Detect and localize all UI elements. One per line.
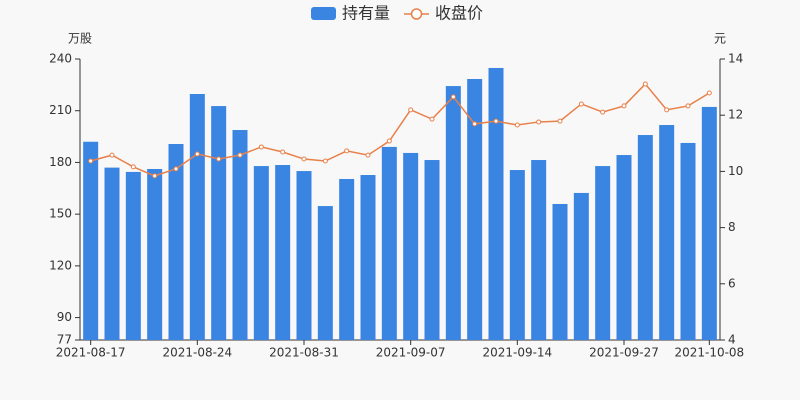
- y2-tick-label: 6: [728, 276, 736, 290]
- y-tick-label: 77: [57, 333, 72, 347]
- bar: [701, 106, 717, 340]
- line-point: [536, 119, 542, 125]
- x-tick-label: 2021-08-24: [162, 346, 232, 360]
- line-point: [344, 148, 350, 154]
- legend-label: 收盘价: [435, 4, 483, 23]
- x-tick-label: 2021-08-17: [56, 346, 126, 360]
- line-point: [130, 164, 136, 170]
- y-tick-label: 120: [49, 258, 72, 272]
- y2-tick-label: 12: [728, 108, 743, 122]
- bar: [232, 130, 248, 340]
- line: [90, 82, 710, 177]
- line-point: [173, 166, 179, 172]
- x-tick-label: 2021-09-14: [482, 346, 552, 360]
- x-tick-label: 2021-08-31: [269, 346, 339, 360]
- x-tick-label: 2021-09-27: [589, 346, 659, 360]
- y2-tick-label: 10: [728, 164, 743, 178]
- legend-label: 持有量: [342, 4, 390, 23]
- x-tick-label: 2021-09-07: [376, 346, 446, 360]
- line-point: [472, 121, 478, 127]
- bar: [403, 152, 419, 340]
- line-point: [578, 101, 584, 107]
- bar: [616, 155, 632, 340]
- bar: [424, 160, 440, 340]
- line-point: [706, 90, 712, 96]
- line-point: [152, 173, 158, 179]
- line-point: [386, 138, 392, 144]
- line-point: [621, 103, 627, 109]
- line-point: [280, 149, 286, 155]
- bar: [253, 166, 269, 340]
- y-tick-label: 90: [57, 310, 72, 324]
- line-point: [514, 122, 520, 128]
- bar: [168, 143, 184, 340]
- y2-axis-label: 元: [714, 32, 726, 46]
- line-point: [493, 118, 499, 124]
- bar: [445, 86, 461, 340]
- bar: [83, 141, 99, 340]
- bar: [147, 168, 163, 340]
- bar: [339, 178, 355, 340]
- y-axis-label: 万股: [68, 32, 92, 46]
- line-point: [557, 118, 563, 124]
- bar: [211, 106, 227, 340]
- line-point: [258, 144, 264, 150]
- line-point: [194, 151, 200, 157]
- bar: [488, 67, 504, 340]
- y2-tick-label: 8: [728, 220, 736, 234]
- line-point: [642, 81, 648, 87]
- bar: [573, 192, 589, 340]
- line-point: [450, 94, 456, 100]
- bar: [659, 125, 675, 340]
- line-point: [88, 158, 94, 164]
- bar: [680, 142, 696, 340]
- y2-tick-label: 4: [728, 333, 736, 347]
- bar: [467, 78, 483, 340]
- bar: [275, 165, 291, 340]
- line-point: [216, 156, 222, 162]
- line-point: [237, 152, 243, 158]
- line-point: [429, 116, 435, 122]
- bar: [125, 171, 141, 340]
- bar: [360, 175, 376, 340]
- bar: [552, 203, 568, 340]
- bar: [595, 166, 611, 340]
- line-point: [301, 156, 307, 162]
- legend-swatch: [410, 8, 423, 20]
- line-point: [664, 107, 670, 113]
- legend-swatch: [311, 7, 336, 20]
- bar: [104, 167, 120, 340]
- y-tick-label: 180: [49, 155, 72, 169]
- bar: [317, 206, 333, 340]
- line-point: [365, 152, 371, 158]
- bar: [637, 135, 653, 340]
- line-point: [600, 109, 606, 115]
- bar: [296, 171, 312, 340]
- y2-tick-label: 14: [728, 52, 743, 66]
- bar: [509, 170, 525, 340]
- y-tick-label: 210: [49, 103, 72, 117]
- x-tick-label: 2021-10-08: [674, 346, 744, 360]
- y-tick-label: 150: [49, 207, 72, 221]
- line-point: [322, 158, 328, 164]
- line-point: [408, 107, 414, 113]
- y-tick-label: 240: [49, 52, 72, 66]
- bar: [531, 160, 547, 340]
- line-point: [109, 152, 115, 158]
- line-point: [685, 103, 691, 109]
- bar: [381, 146, 397, 340]
- bar: [189, 93, 205, 341]
